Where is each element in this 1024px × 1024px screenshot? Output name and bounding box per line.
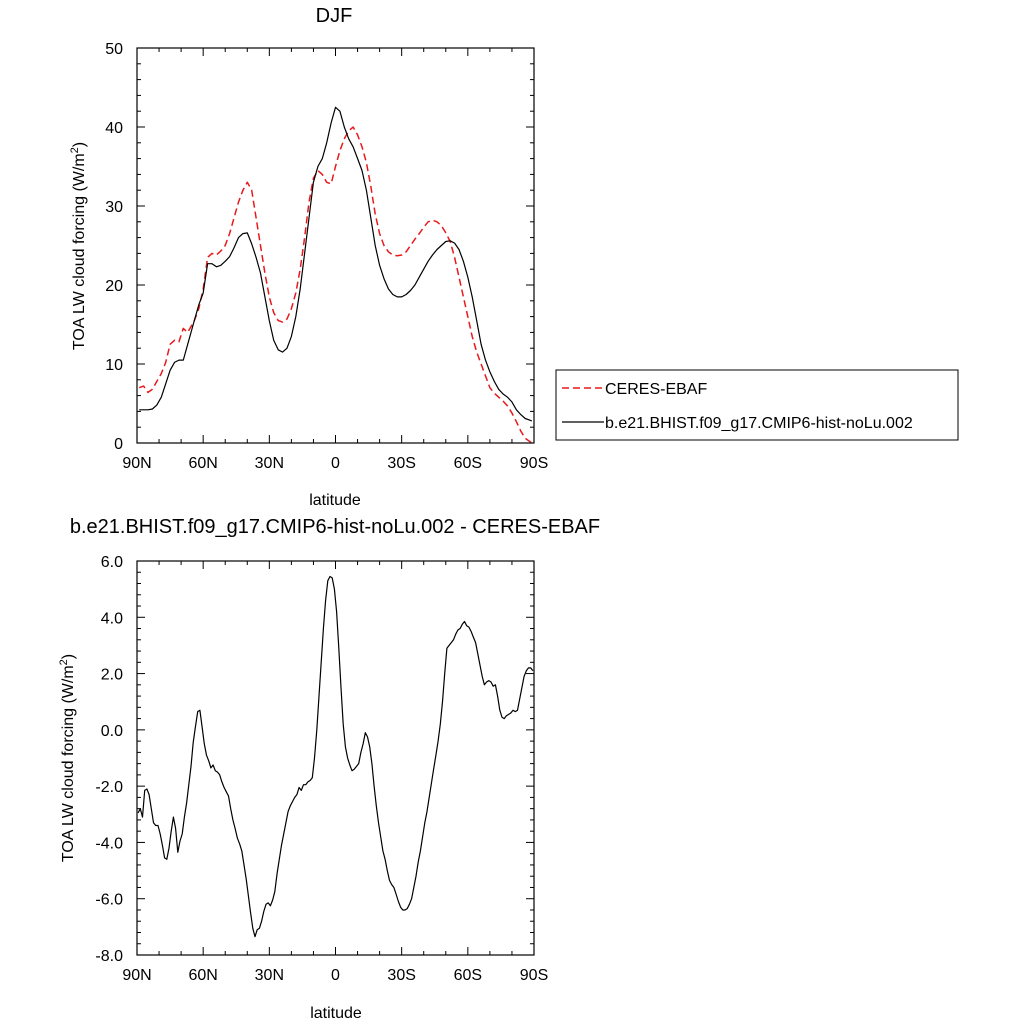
x-tick-label: 0 bbox=[331, 455, 340, 472]
y-tick-label: 30 bbox=[105, 199, 123, 216]
y-tick-label: -8.0 bbox=[95, 948, 123, 965]
y-tick-label: 40 bbox=[105, 120, 123, 137]
x-tick-label: 90N bbox=[122, 967, 151, 984]
x-tick-label: 90N bbox=[122, 455, 151, 472]
series-line-model bbox=[139, 106, 533, 422]
x-tick-label: 90S bbox=[520, 967, 548, 984]
chart-top-panel: DJF 90N 60N 30N 0 30S 60S 90S 0 10 20 30 40 50 latit… bbox=[69, 5, 959, 509]
x-tick-label: 60S bbox=[454, 967, 482, 984]
x-tick-label: 30N bbox=[255, 455, 284, 472]
y-tick-label: 6.0 bbox=[101, 554, 123, 571]
legend-label-ceres: CERES-EBAF bbox=[605, 381, 707, 398]
x-tick-label: 30S bbox=[387, 455, 415, 472]
x-tick-label: 60N bbox=[188, 455, 217, 472]
series-group bbox=[138, 106, 533, 444]
legend-label-model: b.e21.BHIST.f09_g17.CMIP6-hist-noLu.002 bbox=[605, 415, 913, 432]
y-axis-label: TOA LW cloud forcing (W/m2) bbox=[69, 142, 88, 350]
chart-title: DJF bbox=[316, 5, 353, 27]
y-tick-label: 20 bbox=[105, 278, 123, 295]
y-tick-label: 10 bbox=[105, 357, 123, 374]
chart-bottom-panel: b.e21.BHIST.f09_g17.CMIP6-hist-noLu.002 … bbox=[58, 516, 600, 1022]
x-axis-label: latitude bbox=[309, 492, 361, 509]
chart-title: b.e21.BHIST.f09_g17.CMIP6-hist-noLu.002 … bbox=[70, 516, 600, 538]
legend: CERES-EBAF b.e21.BHIST.f09_g17.CMIP6-his… bbox=[555, 369, 959, 441]
y-tick-label: -6.0 bbox=[95, 892, 123, 909]
plot-frame bbox=[136, 47, 535, 444]
series-line-ceres-ebaf bbox=[138, 126, 533, 444]
x-axis-label: latitude bbox=[310, 1005, 362, 1022]
y-tick-label: -2.0 bbox=[95, 779, 123, 796]
x-tick-label: 30S bbox=[387, 967, 415, 984]
x-tick-label: 60N bbox=[188, 967, 217, 984]
plot-frame bbox=[136, 560, 535, 956]
series-line-difference bbox=[137, 575, 534, 938]
y-tick-label: 2.0 bbox=[101, 667, 123, 684]
axis-ticks: 90N 60N 30N 0 30S 60S 90S -8.0 -6.0 -4.0 -2.0 0.0 2.… bbox=[95, 554, 548, 984]
x-tick-label: 60S bbox=[454, 455, 482, 472]
y-tick-label: 4.0 bbox=[101, 610, 123, 627]
y-tick-label: -4.0 bbox=[95, 835, 123, 852]
y-axis-label: TOA LW cloud forcing (W/m2) bbox=[58, 654, 77, 862]
axis-ticks: 90N 60N 30N 0 30S 60S 90S 0 10 20 30 40 50 bbox=[105, 41, 548, 472]
x-tick-label: 0 bbox=[331, 967, 340, 984]
y-tick-label: 0.0 bbox=[101, 723, 123, 740]
series-group bbox=[137, 575, 534, 938]
y-tick-label: 50 bbox=[105, 41, 123, 58]
x-tick-label: 90S bbox=[520, 455, 548, 472]
y-tick-label: 0 bbox=[114, 436, 123, 453]
x-tick-label: 30N bbox=[255, 967, 284, 984]
legend-box bbox=[555, 369, 959, 441]
